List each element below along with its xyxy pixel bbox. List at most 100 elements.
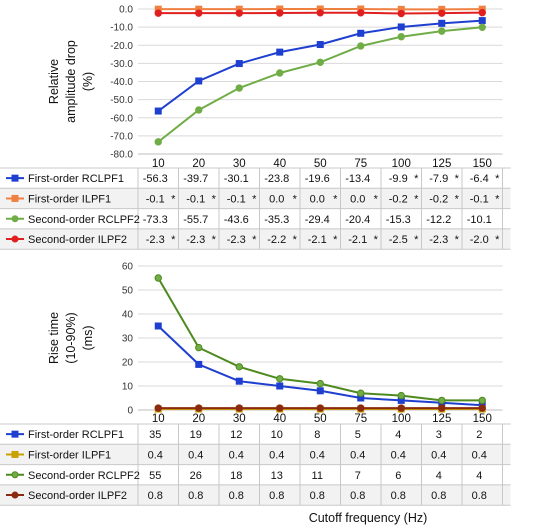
table-cell-value: 6 bbox=[395, 470, 401, 482]
x-category-label: 10 bbox=[152, 158, 165, 170]
table-cell-value: 13 bbox=[271, 470, 283, 482]
y-tick-label: 10 bbox=[122, 382, 134, 393]
y-tick-label: -70.0 bbox=[110, 131, 133, 142]
y-tick-label: 30 bbox=[122, 334, 134, 345]
table-cell-value: 4 bbox=[395, 429, 401, 441]
y-tick-label: 0.0 bbox=[119, 5, 133, 16]
legend-entry-label: Second-order RCLPF2 bbox=[28, 470, 140, 482]
legend-key-marker bbox=[11, 491, 19, 499]
x-category-label: 40 bbox=[273, 158, 286, 170]
table-cell-value: 0.4 bbox=[310, 449, 325, 461]
table-cell-value: 0.4 bbox=[188, 449, 203, 461]
data-point bbox=[478, 8, 486, 17]
table-cell-value: 19 bbox=[190, 429, 202, 441]
table-cell-value: -0.1 bbox=[146, 193, 165, 205]
table-cell-value: -55.7 bbox=[183, 214, 208, 226]
significance-star: * bbox=[293, 234, 298, 246]
y-tick-label: -10.0 bbox=[110, 23, 133, 34]
data-point bbox=[357, 29, 365, 37]
legend-key-marker bbox=[11, 430, 19, 438]
table-cell-value: 0.4 bbox=[391, 449, 406, 461]
table-row-bg bbox=[0, 444, 511, 465]
table-cell-value: -10.1 bbox=[467, 214, 492, 226]
x-category-label: 100 bbox=[392, 413, 411, 425]
table-cell-value: 0.8 bbox=[350, 490, 365, 502]
legend-key-marker bbox=[11, 215, 19, 223]
table-cell-value: -29.4 bbox=[305, 214, 330, 226]
data-point bbox=[235, 404, 243, 412]
table-cell-value: -2.3 bbox=[429, 234, 448, 246]
data-point bbox=[438, 404, 446, 412]
data-point bbox=[478, 23, 486, 32]
y-axis-title-line: (10-90%) bbox=[64, 312, 78, 363]
legend-key-marker bbox=[11, 471, 19, 479]
significance-star: * bbox=[333, 234, 338, 246]
data-point bbox=[478, 17, 486, 25]
x-category-label: 50 bbox=[314, 413, 327, 425]
table-cell-value: -0.2 bbox=[389, 193, 408, 205]
y-tick-label: 50 bbox=[122, 286, 134, 297]
table-cell-value: 8 bbox=[314, 429, 320, 441]
data-point bbox=[195, 404, 203, 412]
significance-star: * bbox=[252, 193, 257, 205]
y-axis-title-line: Relative bbox=[47, 59, 61, 104]
y-tick-label: 40 bbox=[122, 310, 134, 321]
data-point bbox=[397, 9, 405, 18]
legend-entry-label: Second-order RCLPF2 bbox=[28, 214, 140, 226]
data-point bbox=[276, 69, 284, 77]
legend-entry-label: Second-order ILPF2 bbox=[28, 490, 127, 502]
x-category-label: 125 bbox=[432, 413, 451, 425]
significance-star: * bbox=[495, 173, 500, 185]
table-row-bg bbox=[0, 188, 511, 209]
data-point bbox=[438, 396, 446, 405]
data-point bbox=[397, 404, 405, 412]
data-point bbox=[357, 389, 365, 397]
table-cell-value: -2.3 bbox=[186, 234, 205, 246]
y-tick-label: 20 bbox=[122, 358, 134, 369]
data-point bbox=[397, 33, 405, 41]
significance-star: * bbox=[414, 173, 419, 185]
x-category-label: 30 bbox=[233, 413, 246, 425]
legend-entry-label: First-order ILPF1 bbox=[28, 193, 111, 205]
data-point bbox=[316, 58, 324, 66]
significance-star: * bbox=[495, 234, 500, 246]
data-point bbox=[397, 23, 405, 31]
table-cell-value: 0.4 bbox=[229, 449, 244, 461]
table-cell-value: -0.2 bbox=[429, 193, 448, 205]
data-point bbox=[235, 84, 243, 92]
data-point bbox=[478, 404, 486, 412]
table-cell-value: -2.1 bbox=[308, 234, 327, 246]
data-point bbox=[316, 404, 324, 412]
table-cell-value: 0.8 bbox=[229, 490, 244, 502]
table-cell-value: -73.3 bbox=[143, 214, 168, 226]
table-cell-value: 0.8 bbox=[310, 490, 325, 502]
data-point bbox=[276, 375, 284, 383]
table-cell-value: -2.1 bbox=[348, 234, 367, 246]
table-cell-value: 0.4 bbox=[269, 449, 284, 461]
data-point bbox=[316, 387, 324, 395]
data-point bbox=[276, 48, 284, 56]
x-category-label: 150 bbox=[473, 158, 492, 170]
table-cell-value: 10 bbox=[271, 429, 283, 441]
y-tick-label: -20.0 bbox=[110, 41, 133, 52]
x-category-label: 30 bbox=[233, 158, 246, 170]
data-point bbox=[195, 77, 203, 85]
data-point bbox=[276, 9, 284, 17]
data-point bbox=[154, 404, 162, 412]
table-cell-value: -6.4 bbox=[470, 173, 489, 185]
data-point bbox=[438, 27, 446, 35]
data-point bbox=[235, 9, 243, 17]
x-category-label: 50 bbox=[314, 158, 327, 170]
table-cell-value: -2.0 bbox=[470, 234, 489, 246]
data-point bbox=[316, 379, 324, 388]
significance-star: * bbox=[374, 193, 379, 205]
y-axis-title-line: (%) bbox=[81, 72, 95, 91]
data-point bbox=[357, 404, 365, 412]
data-point bbox=[235, 377, 243, 385]
data-point bbox=[316, 41, 324, 49]
data-point bbox=[154, 138, 162, 146]
table-cell-value: 0.4 bbox=[431, 449, 446, 461]
table-cell-value: -2.3 bbox=[146, 234, 165, 246]
table-cell-value: -35.3 bbox=[264, 214, 289, 226]
